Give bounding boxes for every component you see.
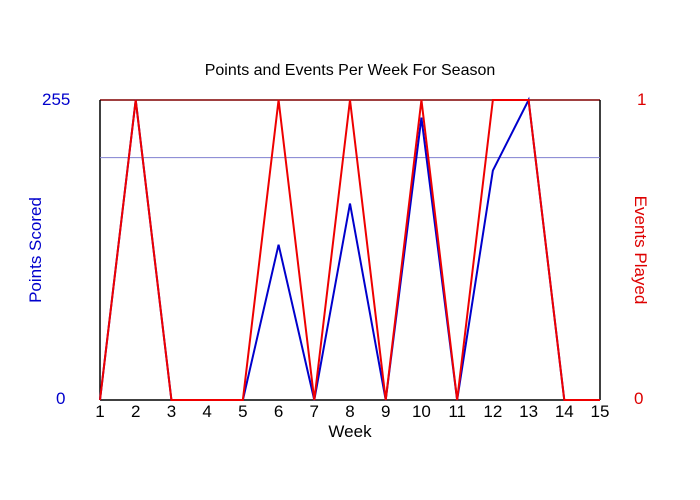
- chart-title: Points and Events Per Week For Season: [204, 62, 496, 79]
- x-axis-label: Week: [328, 422, 372, 441]
- y-tick-left-min: 0: [56, 389, 66, 408]
- x-tick-label: 7: [310, 402, 319, 421]
- x-tick-label: 10: [412, 402, 431, 421]
- series-line-points-scored: [99, 96, 600, 401]
- y-tick-right-max: 1: [637, 90, 647, 109]
- x-tick-label: 11: [448, 402, 466, 421]
- x-tick-label: 4: [202, 402, 211, 421]
- x-tick-label: 15: [591, 402, 610, 421]
- series-line-events-played: [99, 99, 600, 401]
- x-tick-label: 12: [483, 402, 502, 421]
- x-tick-label: 6: [274, 402, 283, 421]
- x-tick-label: 3: [167, 402, 176, 421]
- x-tick-label: 13: [519, 402, 538, 421]
- x-tick-label: 2: [131, 402, 140, 421]
- x-tick-label: 8: [345, 402, 354, 421]
- x-tick-label: 5: [238, 402, 247, 421]
- x-tick-label: 1: [95, 402, 104, 421]
- x-tick-label: 14: [555, 402, 574, 421]
- y-tick-right-min: 0: [634, 389, 644, 408]
- x-tick-label: 9: [381, 402, 390, 421]
- y-tick-left-max: 255: [42, 90, 71, 109]
